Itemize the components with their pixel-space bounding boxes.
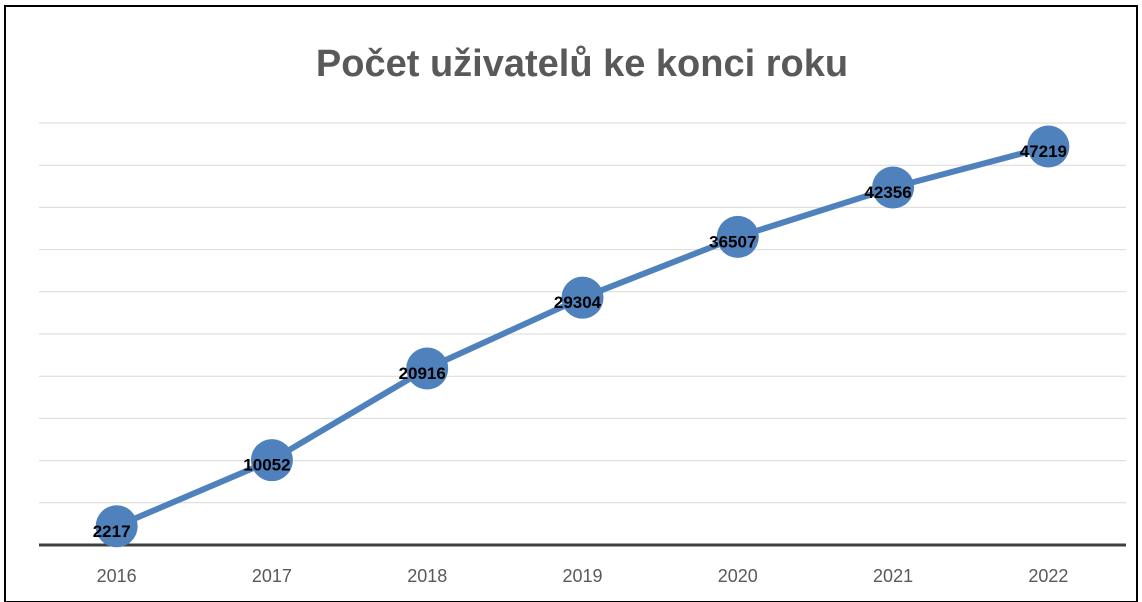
x-tick-label: 2016 [97,566,137,586]
data-label: 36507 [709,232,756,251]
x-tick-label: 2020 [718,566,758,586]
data-label: 47219 [1020,142,1067,161]
x-tick-label: 2018 [407,566,447,586]
x-tick-label: 2017 [252,566,292,586]
marker [406,347,449,390]
marker [250,439,293,482]
chart-title: Počet uživatelů ke konci roku [316,43,848,85]
x-tick-label: 2021 [873,566,913,586]
marker [561,276,604,319]
marker [872,166,915,209]
marker [1027,125,1070,168]
data-label: 42356 [864,183,911,202]
x-tick-label: 2019 [562,566,602,586]
x-tick-label: 2022 [1028,566,1068,586]
data-label: 20916 [399,364,446,383]
data-label: 29304 [554,293,602,312]
data-label: 2217 [93,522,131,541]
marker [716,215,759,258]
marker [95,505,138,548]
data-label: 10052 [243,456,290,475]
